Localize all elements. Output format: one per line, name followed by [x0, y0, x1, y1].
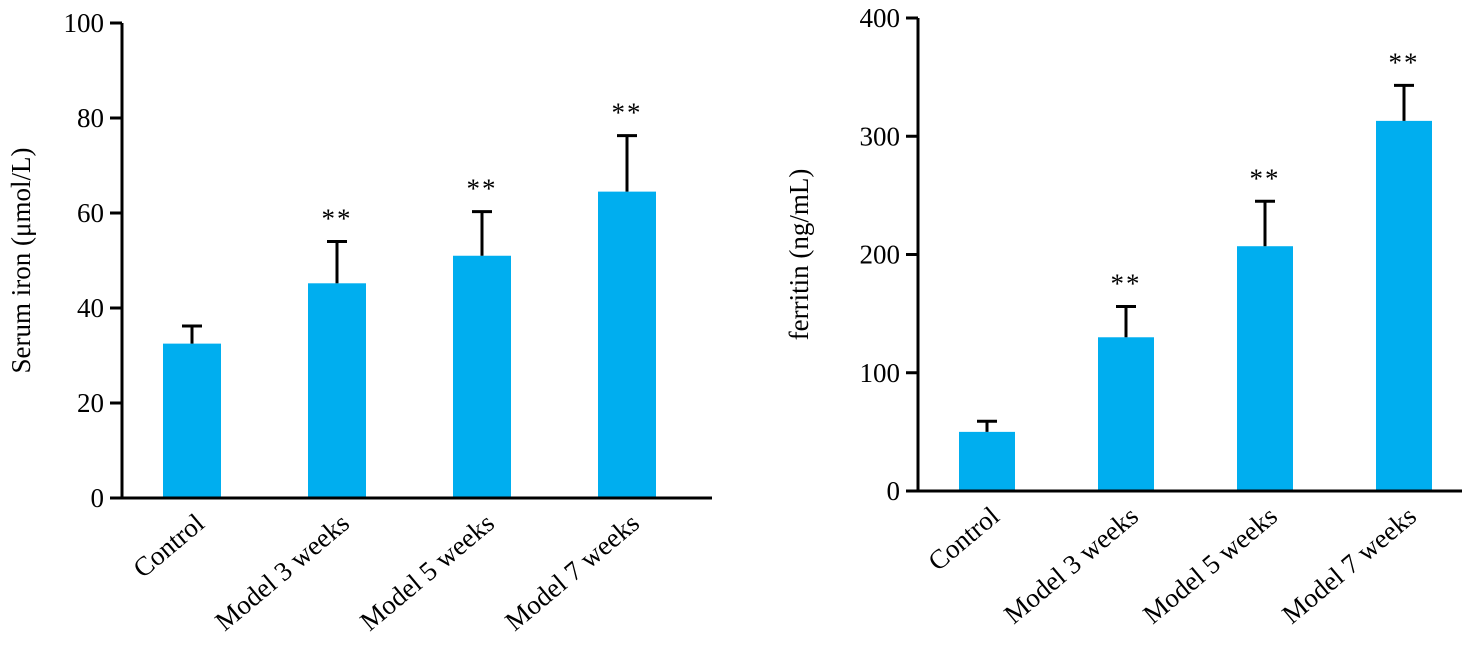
x-tick-label: Control	[922, 501, 1004, 577]
x-tick-label: Control	[127, 508, 209, 584]
significance-marker: **	[612, 98, 643, 128]
y-tick-label: 60	[77, 198, 104, 228]
y-tick-label: 100	[860, 358, 901, 388]
y-tick-label: 40	[77, 293, 104, 323]
bar	[308, 283, 366, 497]
y-tick-label: 0	[91, 483, 105, 513]
bar	[1376, 120, 1432, 490]
y-axis-label: ferritin (ng/mL)	[784, 169, 814, 341]
x-tick-label: Model 3 weeks	[209, 508, 355, 637]
y-tick-label: 400	[860, 3, 901, 33]
y-tick-label: 20	[77, 388, 104, 418]
y-tick-label: 80	[77, 103, 104, 133]
y-tick-label: 200	[860, 240, 901, 270]
significance-marker: **	[322, 204, 353, 234]
bar	[163, 343, 221, 497]
bar	[1237, 246, 1293, 490]
y-tick-label: 0	[887, 476, 901, 506]
significance-marker: **	[1250, 163, 1281, 193]
x-tick-label: Model 7 weeks	[499, 508, 645, 637]
bar	[959, 431, 1015, 490]
chart-2: 0 100 200 300 400 ferritin (ng/mL) Control ** Mo…	[784, 3, 1462, 630]
x-tick-label: Model 5 weeks	[354, 508, 500, 637]
bar	[453, 255, 511, 497]
significance-marker: **	[1111, 269, 1142, 299]
x-tick-label: Model 3 weeks	[998, 501, 1144, 630]
significance-marker: **	[1389, 47, 1420, 77]
y-axis-label: Serum iron (μmol/L)	[6, 148, 36, 374]
bar	[1098, 337, 1154, 490]
significance-marker: **	[467, 174, 498, 204]
y-tick-label: 300	[860, 121, 901, 151]
y-tick-label: 100	[64, 8, 105, 38]
x-tick-label: Model 5 weeks	[1137, 501, 1283, 630]
bar	[598, 191, 656, 497]
x-tick-label: Model 7 weeks	[1276, 501, 1422, 630]
chart-1: 0 20 40 60 80 100 Serum iron (μmol/L) Control **…	[6, 8, 712, 637]
